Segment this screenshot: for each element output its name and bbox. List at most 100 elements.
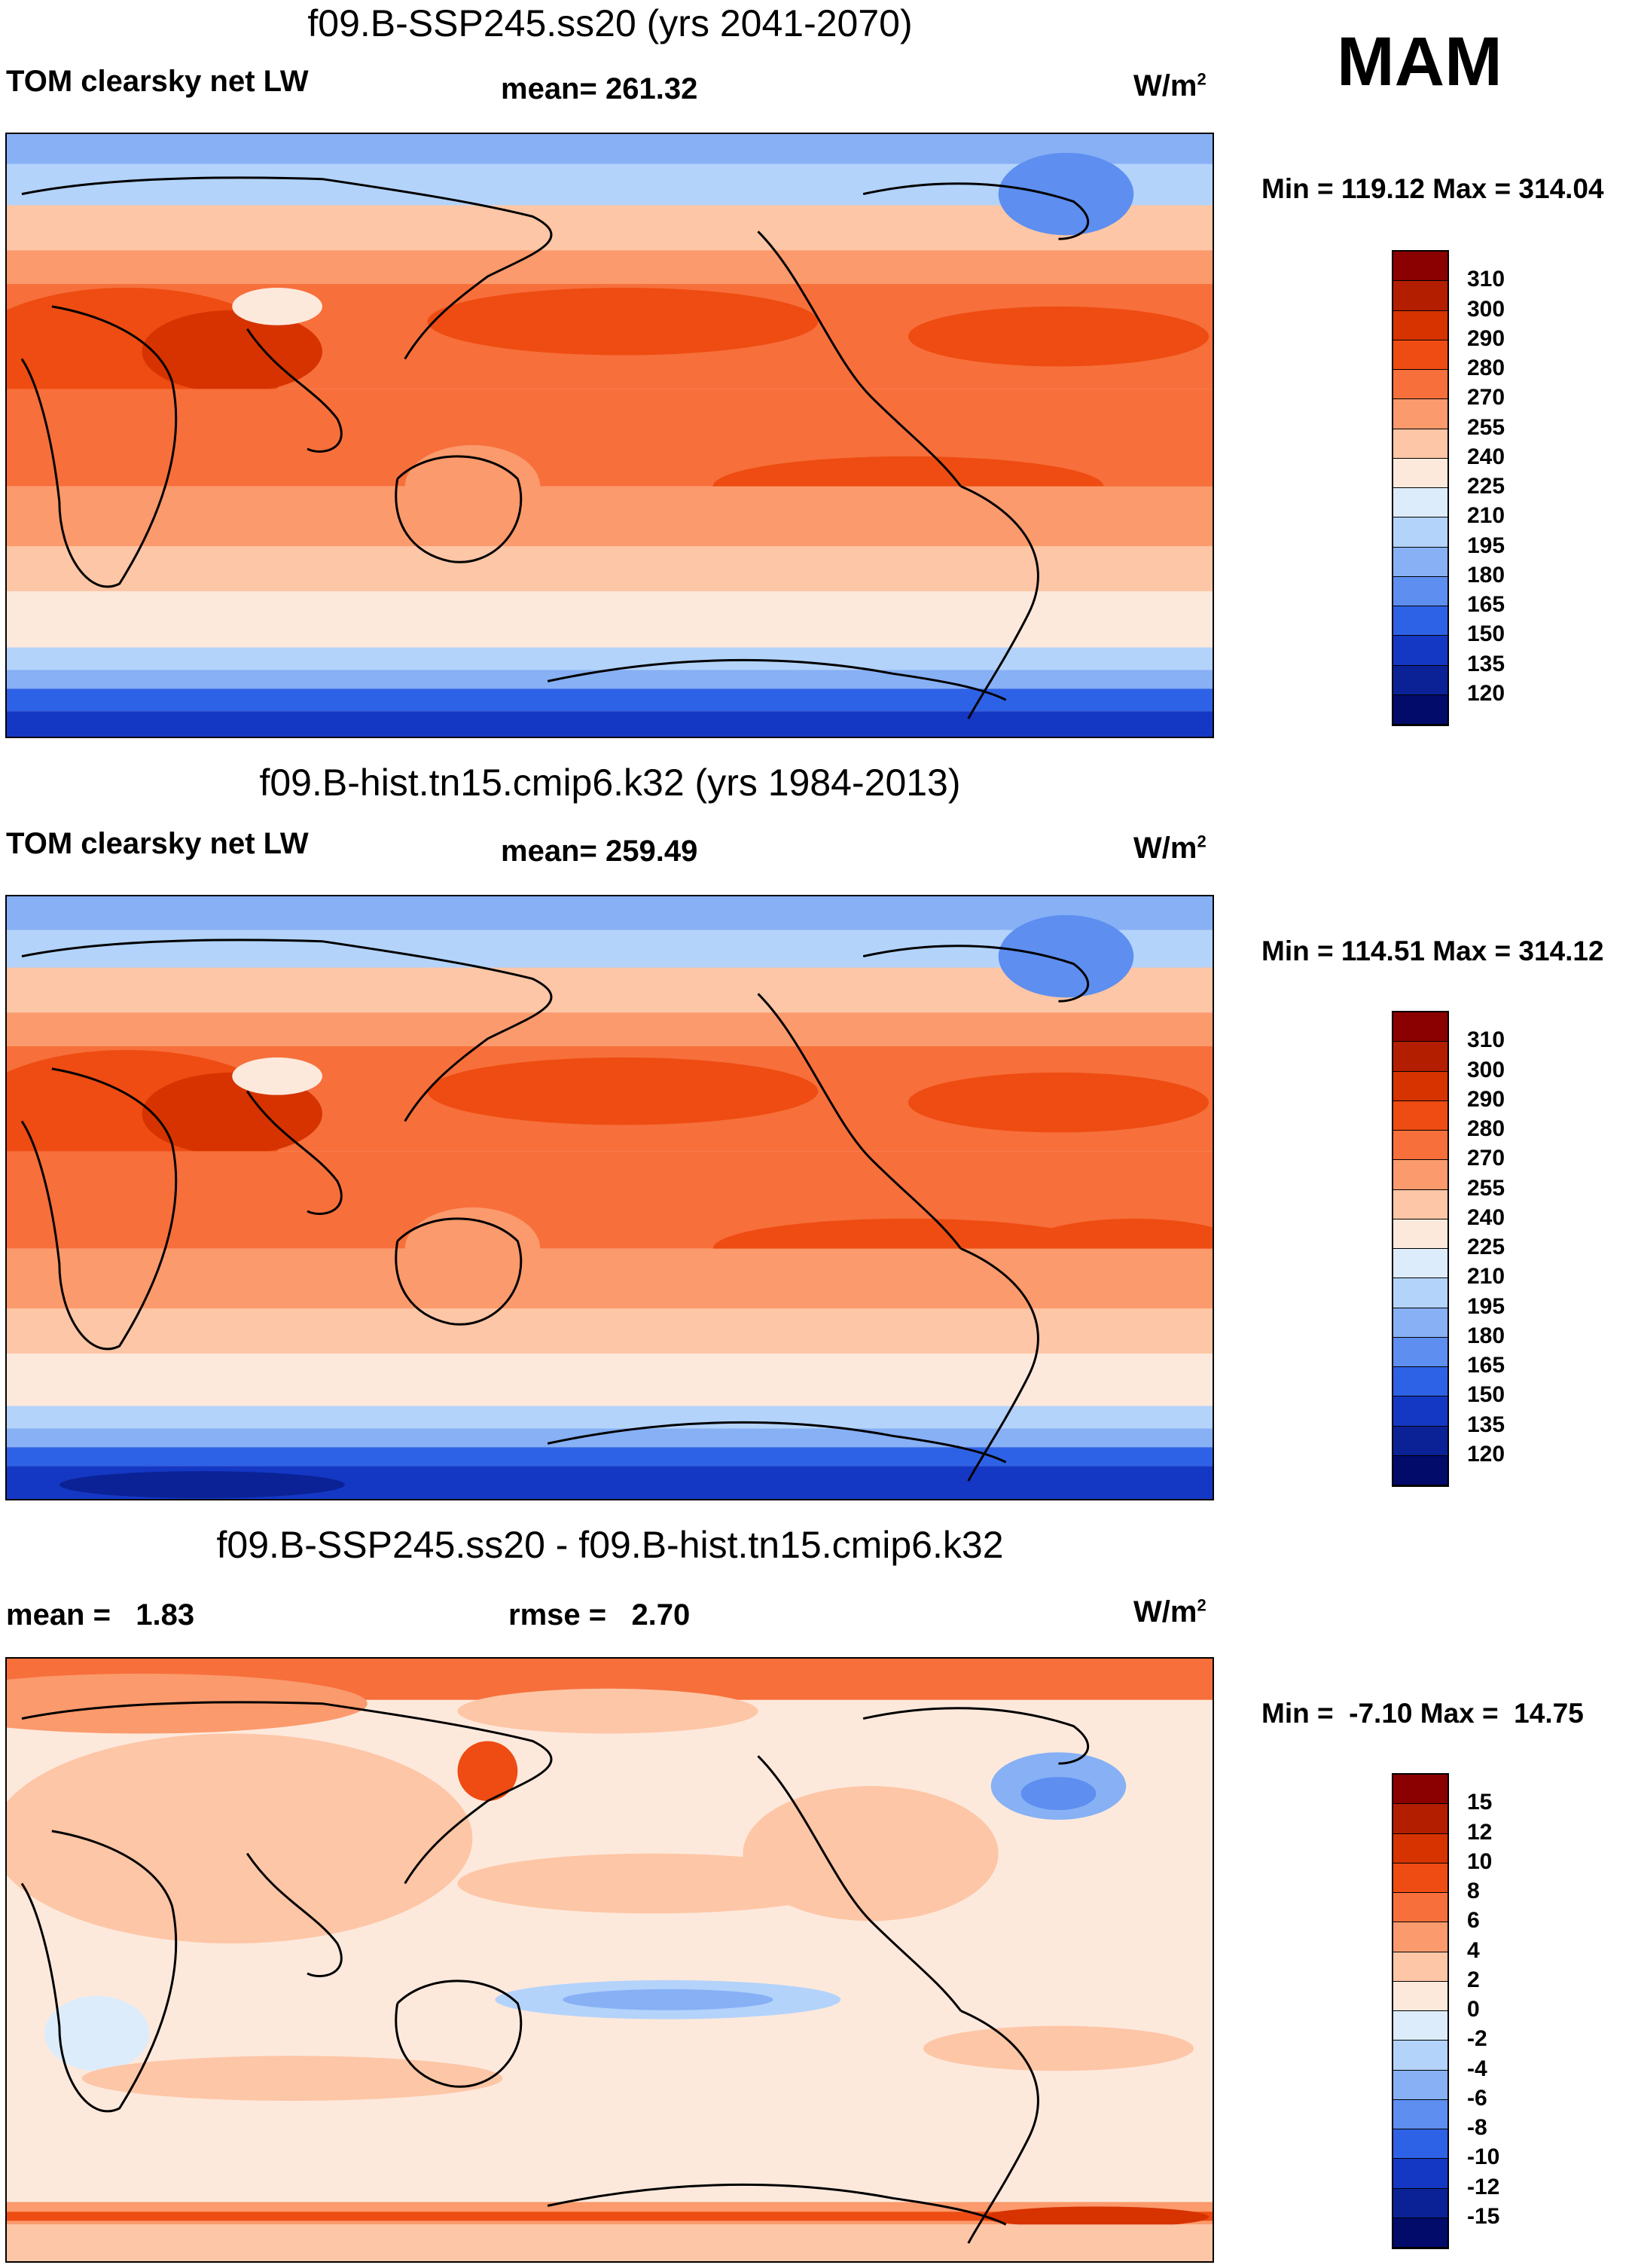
colorbar-tick-label: 6 [1467, 1908, 1480, 1934]
colorbar-swatch [1393, 2129, 1447, 2160]
panel-2-variable-label: TOM clearsky net LW [6, 827, 309, 860]
colorbar-tick-label: 310 [1467, 267, 1505, 292]
colorbar-tick-label: 255 [1467, 1175, 1505, 1201]
colorbar-tick-label: 120 [1467, 1441, 1505, 1467]
colorbar-tick-label: 255 [1467, 414, 1505, 440]
panel-3-minmax: Min = -7.10 Max = 14.75 [1261, 1698, 1584, 1729]
colorbar-swatch [1393, 1219, 1447, 1249]
colorbar-tick-label: 280 [1467, 356, 1505, 380]
colorbar-swatch [1393, 665, 1447, 695]
colorbar-swatch [1393, 488, 1447, 518]
colorbar-swatch [1393, 2070, 1447, 2100]
colorbar-tick-label: 195 [1467, 1293, 1505, 1319]
colorbar-tick-label: 150 [1467, 1382, 1505, 1408]
colorbar-tick-label: 210 [1467, 503, 1505, 529]
colorbar-swatch [1393, 694, 1447, 725]
colorbar-swatch [1393, 1833, 1447, 1864]
panel-2-colorbar-box [1392, 1011, 1449, 1487]
colorbar-swatch [1393, 2041, 1447, 2071]
colorbar-swatch [1393, 399, 1447, 429]
colorbar-swatch [1393, 2099, 1447, 2129]
colorbar-tick-label: 195 [1467, 533, 1505, 558]
colorbar-tick-label: -8 [1467, 2115, 1487, 2140]
colorbar-swatch [1393, 310, 1447, 340]
panel-3-colorbar-box [1392, 1773, 1449, 2249]
colorbar-tick-label: -12 [1467, 2174, 1500, 2199]
colorbar-swatch [1393, 1160, 1447, 1190]
panel-2-map [5, 895, 1214, 1500]
colorbar-tick-label: 150 [1467, 621, 1505, 647]
colorbar-swatch [1393, 458, 1447, 488]
panel-2-title: f09.B-hist.tn15.cmip6.k32 (yrs 1984-2013… [259, 762, 961, 804]
colorbar-tick-label: -10 [1467, 2144, 1500, 2170]
panel-2-minmax: Min = 114.51 Max = 314.12 [1261, 936, 1604, 966]
colorbar-swatch [1393, 636, 1447, 666]
colorbar-tick-label: 0 [1467, 1997, 1480, 2022]
colorbar-swatch [1393, 1775, 1447, 1805]
colorbar-swatch [1393, 340, 1447, 370]
colorbar-swatch [1393, 1455, 1447, 1485]
colorbar-tick-label: 4 [1467, 1937, 1480, 1963]
colorbar-swatch [1393, 370, 1447, 400]
colorbar-swatch [1393, 2159, 1447, 2189]
panel-1-colorbar-box [1392, 250, 1449, 726]
colorbar-swatch [1393, 1863, 1447, 1893]
panel-1-title: f09.B-SSP245.ss20 (yrs 2041-2070) [307, 2, 913, 44]
panel-1-map [5, 133, 1214, 738]
panel-3-rmse-label: rmse = 2.70 [508, 1598, 691, 1632]
colorbar-tick-label: 240 [1467, 1204, 1505, 1230]
colorbar-tick-label: 300 [1467, 1057, 1505, 1082]
colorbar-tick-label: 8 [1467, 1879, 1480, 1903]
colorbar-tick-label: 2 [1467, 1967, 1480, 1992]
colorbar-swatch [1393, 1981, 1447, 2011]
colorbar-swatch [1393, 517, 1447, 548]
colorbar-swatch [1393, 1952, 1447, 1982]
colorbar-tick-label: 280 [1467, 1116, 1505, 1141]
colorbar-swatch [1393, 1189, 1447, 1219]
colorbar-swatch [1393, 547, 1447, 577]
colorbar-swatch [1393, 1071, 1447, 1101]
colorbar-tick-label: 300 [1467, 296, 1505, 322]
colorbar-swatch [1393, 2188, 1447, 2218]
panel-1-variable-label: TOM clearsky net LW [6, 65, 309, 98]
colorbar-tick-label: 290 [1467, 1086, 1505, 1112]
panel-3-units-label: W/m2 [1133, 1595, 1206, 1629]
colorbar-swatch [1393, 1804, 1447, 1834]
colorbar-swatch [1393, 429, 1447, 459]
colorbar-tick-label: 270 [1467, 385, 1505, 411]
panel-3-map [5, 1657, 1214, 2263]
colorbar-swatch [1393, 576, 1447, 606]
colorbar-tick-label: 165 [1467, 592, 1505, 617]
colorbar-tick-label: 180 [1467, 1323, 1505, 1348]
panel-3-mean-label: mean = 1.83 [6, 1598, 195, 1632]
colorbar-tick-label: 12 [1467, 1819, 1493, 1845]
colorbar-swatch [1393, 1308, 1447, 1338]
colorbar-swatch [1393, 2011, 1447, 2041]
colorbar-tick-label: 270 [1467, 1146, 1505, 1171]
colorbar-swatch [1393, 1249, 1447, 1279]
colorbar-tick-label: 135 [1467, 1412, 1505, 1437]
colorbar-swatch [1393, 1100, 1447, 1131]
panel-2-mean-label: mean= 259.49 [501, 835, 698, 868]
colorbar-tick-label: 240 [1467, 444, 1505, 469]
colorbar-tick-label: 290 [1467, 325, 1505, 351]
colorbar-swatch [1393, 1426, 1447, 1456]
colorbar-swatch [1393, 1042, 1447, 1072]
panel-1-minmax: Min = 119.12 Max = 314.04 [1261, 173, 1604, 204]
colorbar-tick-label: 210 [1467, 1264, 1505, 1290]
colorbar-swatch [1393, 1893, 1447, 1923]
colorbar-tick-label: 180 [1467, 562, 1505, 588]
colorbar-tick-label: 120 [1467, 680, 1505, 706]
colorbar-tick-label: -2 [1467, 2026, 1487, 2052]
colorbar-swatch [1393, 281, 1447, 311]
colorbar-swatch [1393, 1367, 1447, 1397]
colorbar-tick-label: 165 [1467, 1353, 1505, 1378]
panel-1-units-label: W/m2 [1133, 69, 1206, 102]
colorbar-tick-label: 15 [1467, 1790, 1493, 1815]
colorbar-swatch [1393, 2218, 1447, 2248]
panel-1-mean-label: mean= 261.32 [501, 72, 698, 105]
colorbar-swatch [1393, 606, 1447, 636]
panel-2-units-label: W/m2 [1133, 832, 1206, 865]
colorbar-swatch [1393, 252, 1447, 282]
season-label: MAM [1337, 23, 1502, 100]
